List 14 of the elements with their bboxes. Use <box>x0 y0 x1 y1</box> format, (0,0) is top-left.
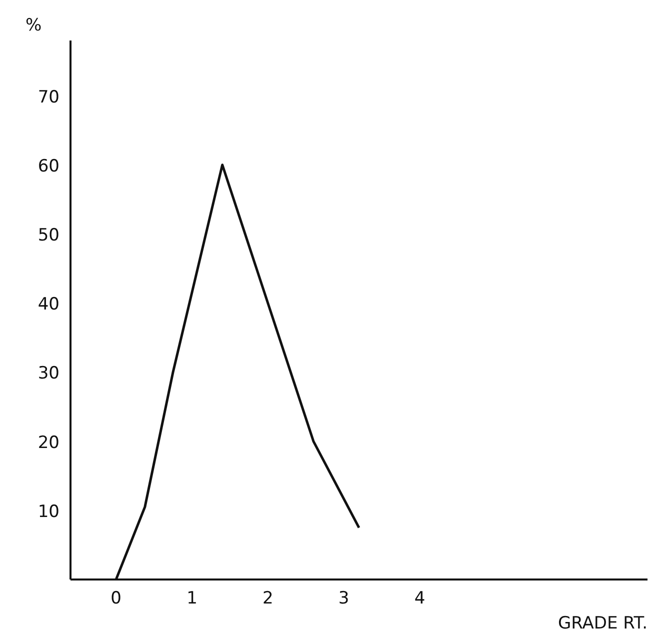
x-axis-title: GRADE RT. <box>558 614 648 634</box>
y-tick-label: 60 <box>38 156 60 176</box>
y-tick-label: 70 <box>38 87 60 108</box>
x-tick-label: 1 <box>186 588 198 608</box>
x-tick-label: 0 <box>110 588 122 608</box>
x-tick-label: 3 <box>338 588 350 608</box>
y-tick-label: 20 <box>38 432 60 453</box>
y-tick-label: 30 <box>38 364 60 384</box>
y-axis-title: % <box>26 16 42 36</box>
x-tick-label: 4 <box>414 588 426 608</box>
y-tick-label: 50 <box>38 225 60 246</box>
y-tick-label: 10 <box>38 502 60 522</box>
y-tick-label: 40 <box>38 294 60 315</box>
x-tick-label: 2 <box>262 588 274 608</box>
